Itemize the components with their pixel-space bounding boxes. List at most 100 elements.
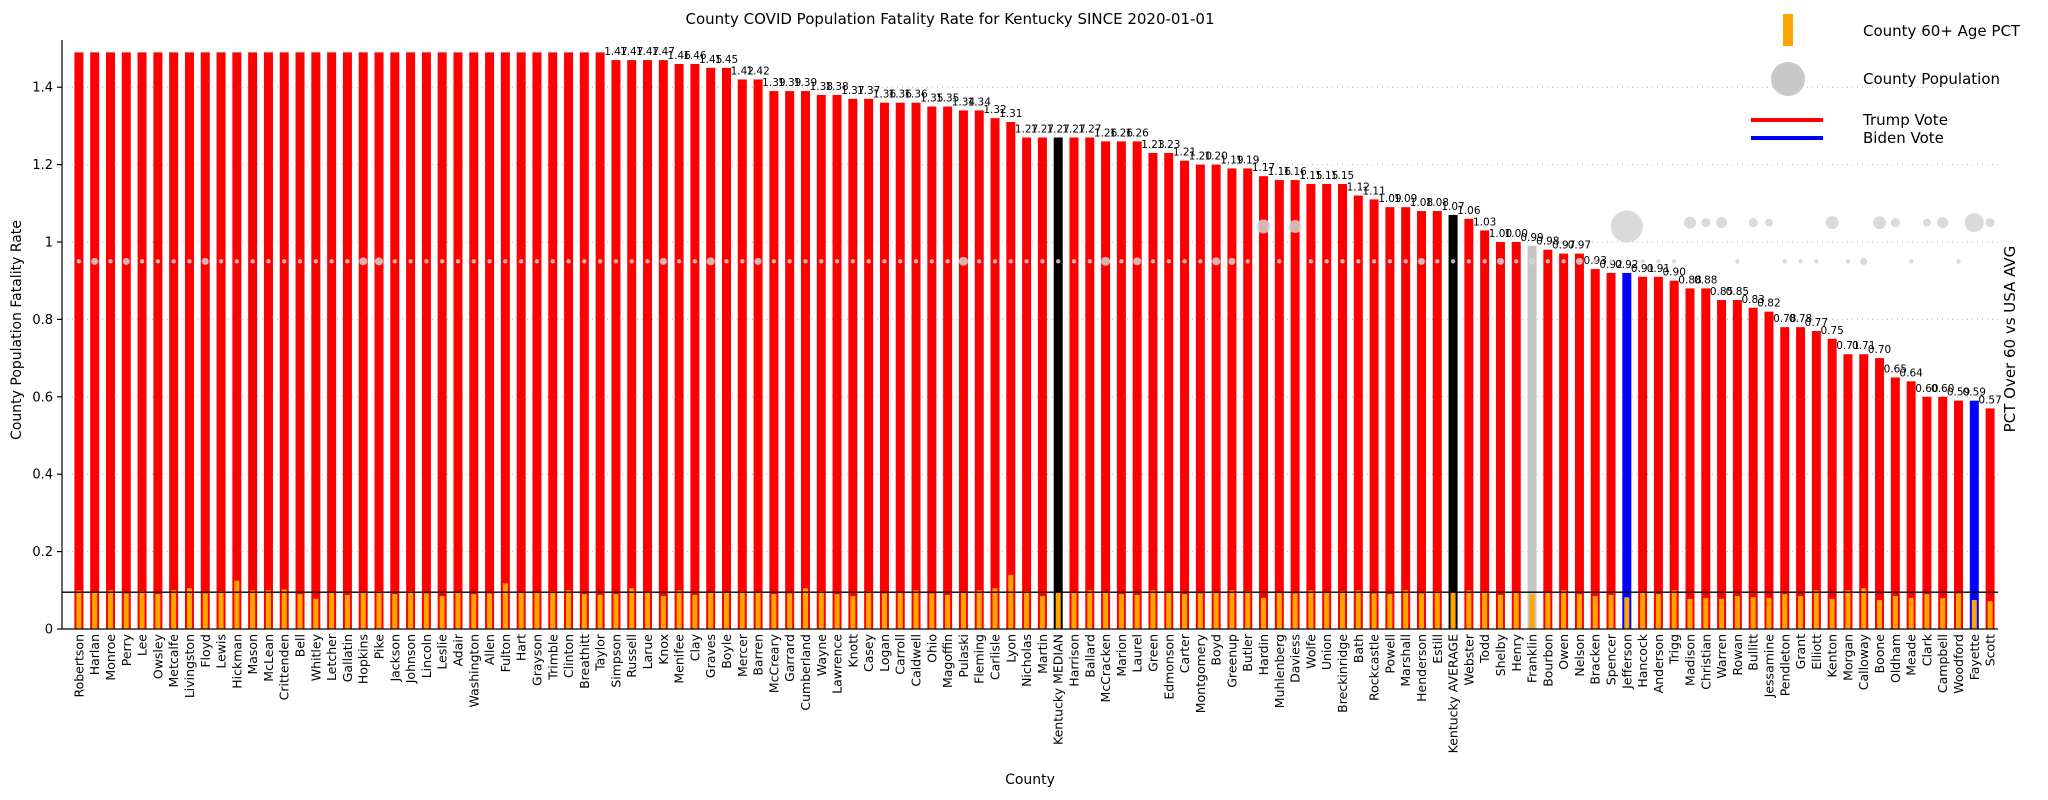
population-bubble — [1040, 259, 1045, 264]
bar-value-label: 0.71 — [1852, 340, 1875, 352]
population-bubble — [834, 259, 840, 264]
bar-value-label: 1.26 — [1110, 127, 1134, 139]
bar — [1069, 137, 1079, 629]
county-tick-label: Rockcastle — [1367, 634, 1382, 701]
bar-value-label: 1.38 — [810, 81, 833, 93]
population-bubble — [139, 259, 145, 264]
population-bubble — [1956, 259, 1961, 264]
population-bubble — [1640, 259, 1645, 264]
population-bubble — [1656, 259, 1661, 264]
bar — [500, 52, 510, 630]
county-tick-label: Cumberland — [798, 634, 813, 711]
county-tick-label: Hardin — [1256, 634, 1271, 675]
county-tick-label: Clay — [687, 633, 702, 661]
bar — [1148, 152, 1158, 630]
population-bubble — [613, 259, 619, 264]
county-tick-label: Lee — [135, 634, 150, 656]
county-tick-label: Calloway — [1856, 633, 1871, 690]
county-tick-label: Harrison — [1066, 634, 1081, 687]
bar — [1053, 137, 1063, 629]
population-bubble — [1814, 259, 1819, 264]
bar — [1211, 164, 1221, 629]
population-bubble — [1166, 259, 1171, 264]
bar — [800, 91, 810, 629]
population-bubble — [566, 259, 571, 264]
bar — [1164, 152, 1174, 630]
population-bubble — [313, 259, 319, 264]
population-bubble — [1228, 257, 1236, 265]
county-tick-label: Webster — [1461, 633, 1476, 685]
age-bar — [645, 592, 651, 629]
county-tick-label: Washington — [466, 634, 481, 707]
population-bubble — [1908, 259, 1914, 264]
bar-value-label: 0.98 — [1536, 236, 1559, 248]
bar-value-label: 0.85 — [1710, 286, 1733, 298]
age-bar — [218, 591, 224, 629]
county-tick-label: Hancock — [1635, 633, 1650, 687]
population-bubble — [1860, 257, 1868, 265]
population-bubble — [1608, 259, 1614, 264]
legend-population-circle-marker — [1771, 62, 1805, 96]
county-tick-label: Taylor — [593, 633, 608, 672]
age-bar — [1671, 590, 1677, 629]
county-tick-label: Adair — [450, 633, 465, 666]
bar-value-label: 0.59 — [1963, 387, 1986, 399]
bar-value-label: 1.20 — [1204, 151, 1227, 163]
age-bar — [1371, 593, 1377, 629]
bar — [1353, 195, 1363, 629]
bar-value-label: 1.15 — [1299, 170, 1322, 182]
county-tick-label: Fleming — [972, 634, 987, 684]
age-bar — [423, 593, 429, 629]
county-tick-label: Letcher — [324, 633, 339, 681]
bar — [248, 52, 258, 630]
county-tick-label: Hart — [514, 634, 529, 661]
county-tick-label: Campbell — [1935, 634, 1950, 693]
bar — [1322, 183, 1332, 629]
bar — [1290, 180, 1300, 629]
bar — [1606, 272, 1616, 629]
bar-value-label: 1.47 — [620, 46, 643, 58]
bar-value-label: 1.15 — [1315, 170, 1338, 182]
age-bar — [1245, 591, 1251, 629]
bar-value-label: 1.31 — [999, 108, 1022, 120]
age-bar — [1608, 594, 1614, 629]
population-bubble — [1937, 217, 1949, 229]
x-axis-label: County — [1005, 772, 1055, 788]
y-tick-label: 1 — [45, 236, 53, 251]
legend-biden-label: Biden Vote — [1863, 129, 1944, 147]
population-bubble — [1985, 218, 1995, 228]
age-bar — [107, 590, 113, 629]
age-bar — [739, 591, 745, 629]
bar — [895, 102, 905, 630]
county-tick-label: Martin — [1035, 634, 1050, 674]
population-bubble — [740, 259, 745, 264]
bar-value-label: 1.36 — [873, 89, 897, 101]
bar — [295, 52, 305, 630]
age-bar — [1592, 596, 1598, 629]
county-tick-label: Hopkins — [356, 634, 371, 684]
population-bubble — [659, 257, 667, 265]
age-bar — [123, 593, 129, 629]
bar-value-label: 0.97 — [1552, 240, 1575, 252]
bar-value-label: 1.09 — [1394, 193, 1417, 205]
bar — [1369, 199, 1379, 629]
age-bar — [992, 588, 998, 629]
bar — [1338, 183, 1348, 629]
y-axis-label-left: County Population Fatality Rate — [9, 220, 25, 440]
bar — [974, 110, 984, 630]
bar-value-label: 0.78 — [1789, 313, 1812, 325]
bar-value-label: 0.77 — [1805, 317, 1828, 329]
age-bar — [1956, 593, 1962, 629]
population-bubble — [218, 259, 224, 264]
bar — [1495, 242, 1505, 629]
county-tick-label: Nicholas — [1019, 634, 1034, 687]
bar — [532, 52, 542, 630]
county-tick-label: Laurel — [1130, 634, 1145, 673]
bar — [658, 60, 668, 630]
county-tick-label: Metcalfe — [166, 634, 181, 688]
population-bubble — [676, 259, 682, 264]
bar-value-label: 0.60 — [1915, 383, 1938, 395]
population-bubble — [1245, 259, 1250, 264]
age-bar — [1355, 590, 1361, 629]
